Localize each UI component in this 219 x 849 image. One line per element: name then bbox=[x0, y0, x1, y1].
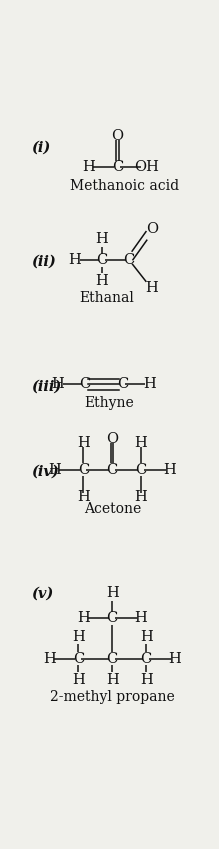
Text: H: H bbox=[96, 274, 108, 288]
Text: H: H bbox=[96, 232, 108, 246]
Text: H: H bbox=[51, 377, 64, 391]
Text: H: H bbox=[43, 652, 56, 666]
Text: (iv): (iv) bbox=[31, 464, 58, 478]
Text: C: C bbox=[96, 253, 108, 267]
Text: H: H bbox=[169, 652, 181, 666]
Text: H: H bbox=[135, 611, 147, 626]
Text: H: H bbox=[143, 377, 156, 391]
Text: H: H bbox=[140, 630, 153, 644]
Text: H: H bbox=[72, 630, 85, 644]
Text: C: C bbox=[107, 611, 118, 626]
Text: H: H bbox=[77, 436, 90, 450]
Text: H: H bbox=[77, 490, 90, 503]
Text: Acetone: Acetone bbox=[84, 502, 141, 515]
Text: H: H bbox=[48, 463, 61, 477]
Text: H: H bbox=[135, 490, 147, 503]
Text: C: C bbox=[78, 463, 89, 477]
Text: H: H bbox=[72, 672, 85, 687]
Text: (i): (i) bbox=[31, 141, 50, 155]
Text: O: O bbox=[111, 129, 123, 143]
Text: (v): (v) bbox=[31, 587, 53, 600]
Text: C: C bbox=[79, 377, 91, 391]
Text: C: C bbox=[73, 652, 84, 666]
Text: H: H bbox=[82, 160, 95, 174]
Text: Ethyne: Ethyne bbox=[84, 396, 134, 409]
Text: O: O bbox=[146, 222, 158, 236]
Text: H: H bbox=[69, 253, 81, 267]
Text: C: C bbox=[112, 160, 123, 174]
Text: C: C bbox=[136, 463, 147, 477]
Text: H: H bbox=[106, 672, 119, 687]
Text: H: H bbox=[140, 672, 153, 687]
Text: H: H bbox=[145, 281, 158, 295]
Text: (ii): (ii) bbox=[31, 255, 56, 269]
Text: C: C bbox=[107, 463, 118, 477]
Text: H: H bbox=[164, 463, 176, 477]
Text: 2-methyl propane: 2-methyl propane bbox=[50, 689, 175, 704]
Text: (iii): (iii) bbox=[31, 380, 61, 393]
Text: OH: OH bbox=[134, 160, 159, 174]
Text: Methanoic acid: Methanoic acid bbox=[70, 178, 179, 193]
Text: H: H bbox=[106, 587, 119, 600]
Text: H: H bbox=[135, 436, 147, 450]
Text: Ethanal: Ethanal bbox=[80, 291, 135, 305]
Text: O: O bbox=[106, 432, 118, 447]
Text: H: H bbox=[77, 611, 90, 626]
Text: C: C bbox=[107, 652, 118, 666]
Text: C: C bbox=[124, 253, 135, 267]
Text: C: C bbox=[141, 652, 152, 666]
Text: C: C bbox=[117, 377, 128, 391]
